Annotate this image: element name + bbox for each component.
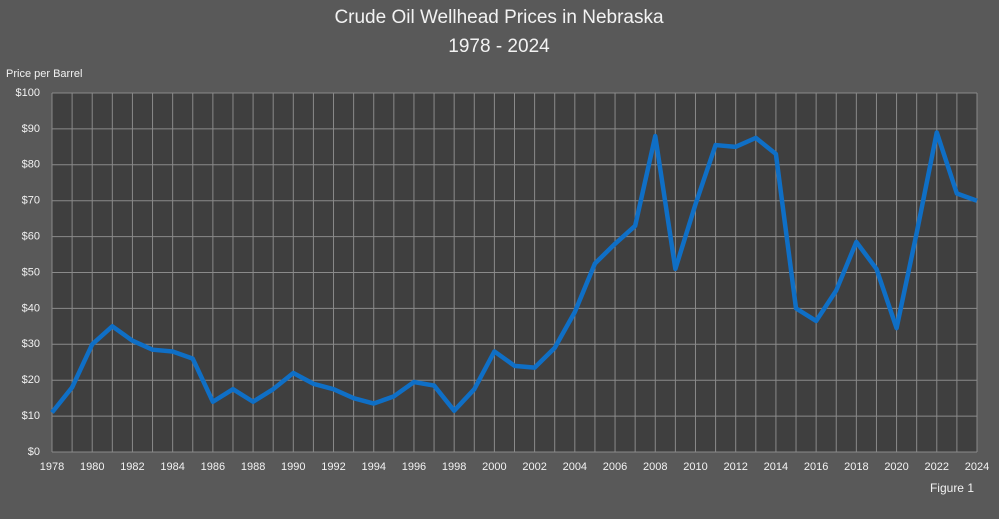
- x-tick-label: 1998: [442, 461, 466, 473]
- y-tick-label: $100: [16, 87, 40, 99]
- x-tick-label: 2018: [844, 461, 868, 473]
- line-series: [50, 130, 978, 414]
- x-tick-label: 1980: [80, 461, 104, 473]
- chart-subtitle: 1978 - 2024: [448, 36, 550, 57]
- x-tick-label: 2024: [965, 461, 989, 473]
- y-tick-label: $0: [28, 446, 40, 458]
- y-axis-label: Price per Barrel: [6, 68, 82, 80]
- x-tick-label: 2022: [925, 461, 949, 473]
- x-tick-label: 1988: [241, 461, 265, 473]
- y-tick-label: $10: [22, 410, 40, 422]
- x-tick-label: 1978: [40, 461, 64, 473]
- x-tick-label: 2014: [764, 461, 788, 473]
- x-tick-label: 2016: [804, 461, 828, 473]
- y-tick-label: $80: [22, 159, 40, 171]
- x-tick-label: 2000: [482, 461, 506, 473]
- chart-title: Crude Oil Wellhead Prices in Nebraska: [334, 7, 664, 28]
- y-tick-label: $40: [22, 302, 40, 314]
- figure-note: Figure 1: [930, 481, 974, 495]
- x-tick-label: 2002: [522, 461, 546, 473]
- x-tick-label: 2008: [643, 461, 667, 473]
- x-tick-label: 2012: [723, 461, 747, 473]
- y-tick-label: $30: [22, 338, 40, 350]
- x-tick-label: 1992: [321, 461, 345, 473]
- y-tick-label: $60: [22, 231, 40, 243]
- x-tick-label: 2004: [563, 461, 587, 473]
- y-tick-label: $50: [22, 266, 40, 278]
- x-tick-label: 1990: [281, 461, 305, 473]
- x-tick-label: 1986: [201, 461, 225, 473]
- x-tick-label: 1994: [361, 461, 385, 473]
- x-tick-label: 1996: [402, 461, 426, 473]
- x-tick-label: 1982: [120, 461, 144, 473]
- x-tick-label: 2020: [884, 461, 908, 473]
- y-tick-label: $90: [22, 123, 40, 135]
- y-tick-label: $70: [22, 195, 40, 207]
- x-tick-label: 2006: [603, 461, 627, 473]
- x-tick-label: 1984: [160, 461, 184, 473]
- y-tick-label: $20: [22, 374, 40, 386]
- x-tick-label: 2010: [683, 461, 707, 473]
